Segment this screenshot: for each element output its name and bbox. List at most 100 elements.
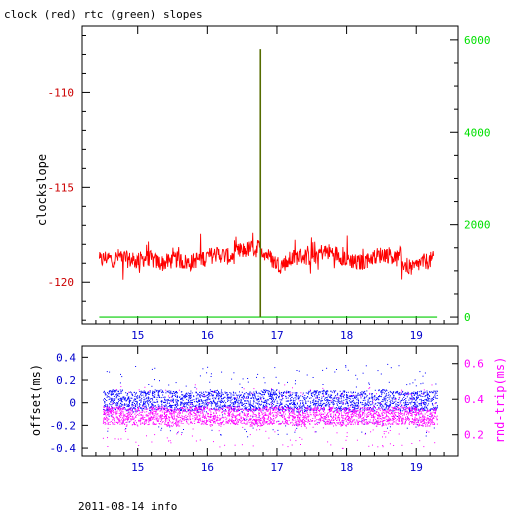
offset-point (266, 399, 268, 401)
offset-outlier (175, 382, 177, 384)
rnd-trip-point (248, 409, 250, 411)
rnd-trip-point (288, 410, 290, 412)
offset-point (323, 393, 325, 395)
offset-point (208, 391, 210, 393)
rnd-trip-point (165, 419, 166, 421)
offset-point (419, 403, 420, 405)
rnd-trip-point (312, 412, 314, 414)
offset-point (404, 394, 406, 396)
rnd-trip-point (379, 418, 381, 419)
rnd-trip-point (266, 414, 267, 416)
offset-point (364, 404, 366, 406)
offset-point (243, 403, 245, 405)
offset-point (338, 407, 339, 409)
rnd-trip-point (155, 423, 157, 425)
rnd-trip-point (132, 419, 134, 420)
rnd-trip-point (313, 415, 315, 417)
offset-point (293, 407, 295, 409)
rnd-trip-point (414, 407, 416, 409)
rnd-trip-point (279, 407, 281, 409)
rnd-trip-point (161, 409, 163, 411)
rnd-trip-point (340, 423, 342, 425)
offset-point (340, 410, 342, 412)
rnd-trip-point (149, 418, 151, 420)
rnd-trip-point (411, 418, 413, 420)
offset-point (281, 394, 283, 396)
offset-point (434, 390, 436, 392)
offset-point (287, 400, 288, 402)
rnd-trip-point (297, 423, 299, 425)
offset-point (226, 393, 228, 395)
offset-point (268, 403, 270, 405)
offset-point (123, 404, 125, 406)
offset-point (420, 391, 422, 393)
offset-point (244, 407, 246, 409)
offset-point (219, 392, 221, 394)
rnd-trip-point (284, 413, 286, 415)
offset-point (175, 401, 177, 403)
rnd-trip-point (123, 420, 124, 422)
y2-tick-label: 0.4 (464, 393, 484, 406)
offset-point (212, 408, 214, 410)
rnd-trip-point (411, 418, 413, 419)
rnd-trip-point (155, 410, 157, 412)
rnd-trip-point (164, 414, 166, 415)
rnd-trip-point (288, 423, 290, 425)
offset-point (130, 392, 132, 394)
offset-outlier (377, 370, 379, 372)
offset-outlier (294, 431, 296, 433)
offset-point (407, 407, 409, 409)
offset-point (136, 404, 138, 406)
rnd-trip-point (134, 424, 136, 426)
offset-point (347, 397, 349, 399)
offset-point (153, 391, 155, 393)
offset-point (261, 394, 263, 396)
offset-point (187, 407, 188, 409)
rnd-trip-point (381, 425, 383, 427)
offset-point (433, 397, 435, 398)
rnd-trip-point (352, 416, 354, 417)
rnd-trip-point (239, 415, 241, 417)
rnd-trip-point (377, 422, 379, 423)
offset-point (218, 405, 220, 407)
offset-point (314, 401, 316, 403)
offset-point (258, 407, 260, 409)
rnd-trip-point (314, 409, 316, 411)
rnd-trip-point (422, 420, 424, 422)
offset-point (326, 401, 328, 403)
offset-point (355, 402, 357, 404)
rnd-trip-point (417, 425, 419, 427)
rnd-trip-point (114, 411, 116, 413)
offset-point (159, 407, 161, 409)
offset-point (313, 400, 315, 402)
offset-point (111, 394, 113, 396)
rnd-trip-point (111, 411, 113, 413)
offset-point (140, 407, 142, 409)
offset-point (371, 408, 373, 410)
offset-point (153, 405, 155, 407)
offset-point (224, 391, 226, 393)
rnd-trip-point (135, 409, 136, 411)
offset-point (294, 404, 296, 406)
offset-point (242, 404, 244, 405)
offset-point (240, 400, 242, 402)
rnd-trip-point (385, 416, 387, 418)
offset-point (423, 391, 425, 393)
rnd-trip-point (214, 422, 216, 424)
rnd-trip-point (108, 408, 110, 410)
offset-point (415, 406, 417, 408)
rnd-trip-point (213, 415, 215, 417)
offset-point (253, 394, 255, 396)
rnd-trip-point (316, 419, 318, 420)
offset-point (278, 391, 280, 393)
offset-point (266, 390, 268, 391)
rnd-trip-point (203, 408, 205, 410)
rnd-trip-point (139, 421, 141, 423)
offset-point (392, 398, 394, 400)
rnd-trip-point (201, 419, 203, 421)
offset-point (402, 394, 404, 396)
rnd-trip-point (380, 408, 382, 410)
rnd-trip-point (299, 414, 301, 415)
offset-point (296, 410, 298, 412)
offset-point (122, 397, 124, 399)
